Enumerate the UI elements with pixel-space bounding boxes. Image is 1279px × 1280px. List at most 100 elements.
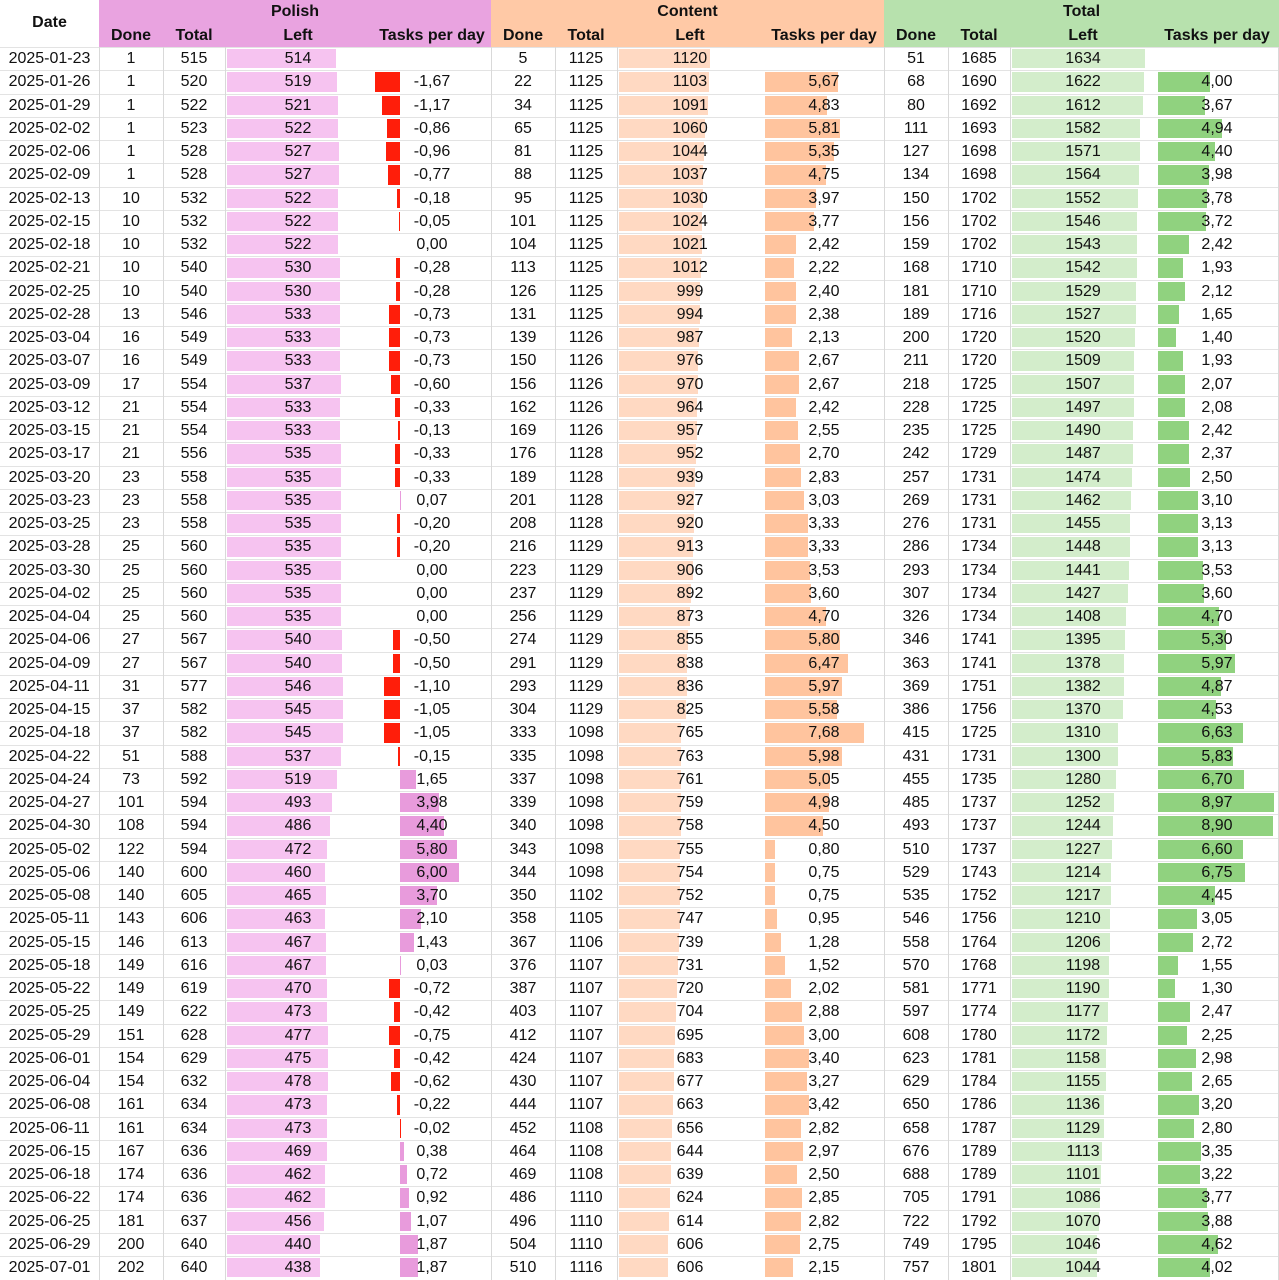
done-cell: 162 [509, 398, 537, 416]
rate-cell: 2,25 [1201, 1026, 1233, 1044]
total-cell: 1702 [961, 189, 997, 207]
total-cell: 1102 [568, 887, 604, 904]
done-cell: 134 [902, 166, 930, 184]
rate-cell: -0,75 [413, 1026, 451, 1044]
rate-data-bar [1158, 235, 1190, 255]
column-header: Tasks per day [379, 27, 485, 44]
left-cell: 987 [676, 329, 704, 346]
left-data-bar [1012, 746, 1118, 766]
left-data-bar [227, 862, 325, 882]
column-gridline [225, 47, 226, 1280]
rate-cell: -1,17 [413, 96, 451, 114]
left-cell: 836 [676, 677, 704, 695]
left-cell: 462 [284, 1166, 312, 1183]
date-cell: 2025-03-25 [8, 515, 91, 532]
done-cell: 16 [122, 352, 140, 370]
done-cell: 161 [117, 1096, 145, 1114]
left-data-bar [227, 258, 340, 278]
column-gridline [617, 47, 618, 1280]
left-cell: 1490 [1065, 422, 1101, 439]
rate-cell: -0,50 [413, 654, 451, 672]
left-data-bar [227, 700, 343, 720]
left-data-bar [1012, 816, 1113, 836]
left-data-bar [619, 165, 704, 185]
done-cell: 386 [902, 701, 930, 718]
total-cell: 1126 [568, 398, 604, 416]
left-cell: 1037 [672, 166, 708, 184]
rate-data-bar [395, 444, 400, 464]
column-header: Tasks per day [1164, 27, 1270, 44]
left-cell: 1030 [672, 189, 708, 207]
rate-cell: -0,02 [413, 1119, 451, 1137]
rate-cell: 4,40 [1201, 143, 1233, 160]
total-cell: 532 [180, 236, 208, 253]
done-cell: 237 [509, 584, 537, 602]
total-cell: 632 [180, 1073, 208, 1090]
rate-cell: 4,94 [1201, 119, 1233, 137]
total-cell: 1129 [568, 608, 604, 625]
done-cell: 1 [126, 73, 136, 91]
row-gridline [0, 605, 1279, 606]
rate-cell: 4,40 [416, 817, 448, 835]
left-cell: 527 [284, 143, 312, 160]
left-data-bar [227, 328, 341, 348]
date-cell: 2025-02-15 [8, 212, 91, 230]
total-cell: 1725 [961, 724, 997, 742]
left-cell: 478 [284, 1073, 312, 1090]
total-cell: 560 [180, 608, 208, 625]
date-cell: 2025-05-22 [8, 980, 91, 997]
rate-data-bar [765, 1025, 804, 1045]
left-cell: 761 [676, 770, 704, 788]
total-cell: 1764 [961, 933, 997, 951]
done-cell: 169 [509, 422, 537, 439]
left-cell: 739 [676, 933, 704, 951]
total-cell: 640 [180, 1259, 208, 1276]
done-cell: 496 [509, 1212, 537, 1230]
date-cell: 2025-02-21 [8, 259, 91, 277]
rate-cell: 0,75 [808, 863, 840, 881]
left-cell: 535 [284, 515, 312, 532]
left-cell: 1520 [1065, 329, 1101, 346]
total-cell: 558 [180, 468, 208, 486]
total-cell: 1780 [961, 1026, 997, 1044]
total-cell: 1731 [961, 515, 997, 532]
left-cell: 1155 [1065, 1073, 1101, 1090]
rate-cell: 2,88 [808, 1003, 840, 1021]
row-gridline [0, 1186, 1279, 1187]
left-cell: 720 [676, 980, 704, 997]
rate-data-bar [765, 1234, 801, 1254]
column-header: Done [503, 27, 543, 44]
rate-cell: 3,70 [416, 887, 448, 904]
left-cell: 535 [284, 608, 312, 625]
total-cell: 1698 [961, 143, 997, 160]
done-cell: 510 [902, 840, 930, 858]
done-cell: 10 [122, 259, 140, 277]
total-cell: 1128 [568, 515, 604, 532]
done-cell: 10 [122, 282, 140, 300]
rate-cell: 4,70 [1201, 608, 1233, 625]
left-cell: 1012 [672, 259, 708, 277]
done-cell: 126 [509, 282, 537, 300]
total-cell: 1106 [568, 933, 604, 951]
date-cell: 2025-04-15 [8, 701, 91, 718]
done-cell: 111 [903, 119, 929, 137]
rate-data-bar [1158, 839, 1244, 859]
rate-data-bar [765, 444, 800, 464]
left-data-bar [619, 1188, 670, 1208]
date-cell: 2025-05-29 [8, 1026, 91, 1044]
rate-cell: -1,10 [413, 677, 451, 695]
total-cell: 1129 [568, 584, 604, 602]
done-cell: 242 [902, 445, 930, 463]
left-cell: 614 [676, 1212, 704, 1230]
total-cell: 532 [180, 212, 208, 230]
rate-cell: 2,07 [1201, 375, 1233, 393]
done-cell: 335 [509, 747, 537, 765]
done-cell: 216 [509, 538, 537, 556]
rate-data-bar [1158, 304, 1180, 324]
rate-data-bar [765, 955, 785, 975]
total-cell: 1716 [961, 305, 997, 323]
left-data-bar [619, 304, 700, 324]
left-cell: 440 [284, 1235, 312, 1253]
total-cell: 1125 [568, 119, 604, 137]
left-data-bar [1012, 235, 1138, 255]
